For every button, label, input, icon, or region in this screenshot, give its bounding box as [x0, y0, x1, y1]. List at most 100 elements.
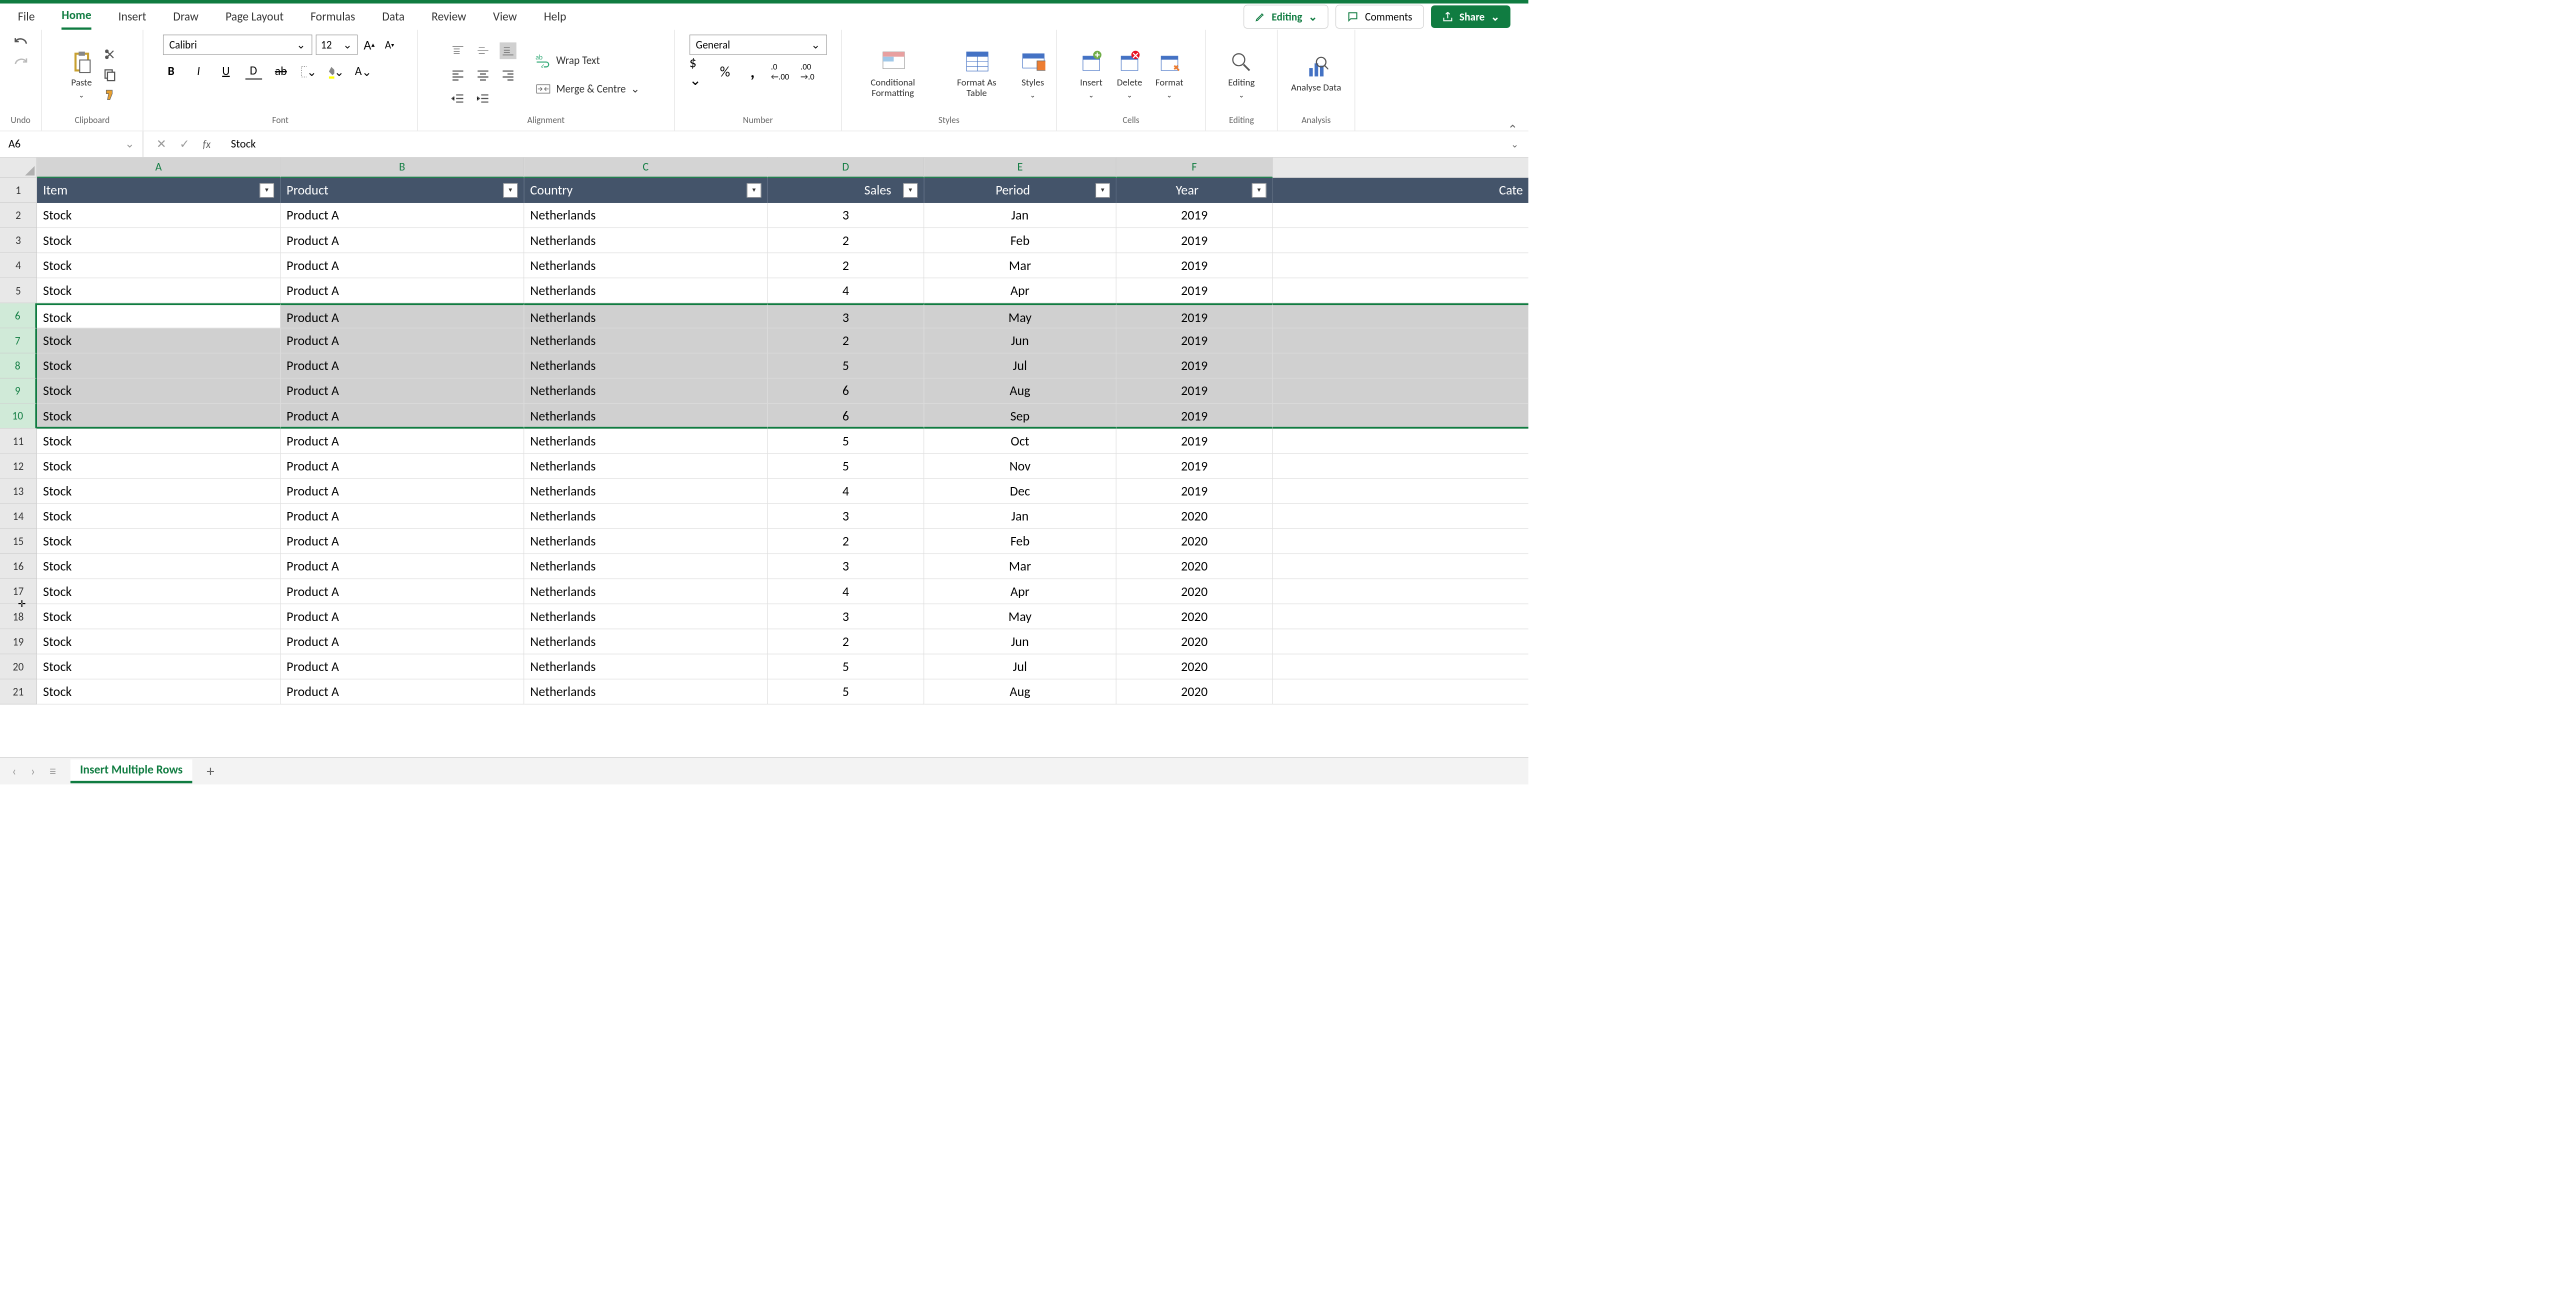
cut-button[interactable] — [101, 46, 118, 63]
cell[interactable]: 4 — [768, 278, 924, 303]
column-header[interactable] — [1273, 158, 1529, 178]
cell[interactable]: Stock — [37, 504, 281, 529]
cell[interactable]: Stock — [37, 378, 281, 403]
cell[interactable]: Product A — [281, 554, 525, 579]
cell[interactable]: Stock — [37, 429, 281, 454]
table-header-cell[interactable]: Year▾ — [1116, 178, 1272, 203]
delete-cells-button[interactable]: Delete ⌄ — [1115, 47, 1145, 102]
cell[interactable]: Stock — [37, 404, 281, 429]
cell[interactable]: Product A — [281, 328, 525, 353]
column-header[interactable]: D — [768, 158, 924, 178]
cell[interactable]: 2019 — [1116, 328, 1272, 353]
cell[interactable]: 2019 — [1116, 203, 1272, 228]
tab-draw[interactable]: Draw — [173, 5, 198, 29]
cell[interactable]: 2 — [768, 328, 924, 353]
cell[interactable]: Mar — [924, 253, 1116, 278]
expand-formula-bar-button[interactable]: ⌄ — [1501, 138, 1528, 150]
fx-icon[interactable]: fx — [203, 138, 211, 151]
cell[interactable]: 2019 — [1116, 479, 1272, 504]
row-header[interactable]: 8 — [0, 353, 37, 378]
cell[interactable]: Stock — [37, 454, 281, 479]
cell[interactable]: Netherlands — [524, 454, 768, 479]
filter-button[interactable]: ▾ — [1252, 183, 1266, 197]
cell[interactable]: 3 — [768, 203, 924, 228]
cell[interactable]: Netherlands — [524, 629, 768, 654]
cell[interactable]: 2019 — [1116, 353, 1272, 378]
cell[interactable]: Netherlands — [524, 303, 768, 328]
table-header-cell[interactable]: Period▾ — [924, 178, 1116, 203]
cell[interactable]: Stock — [37, 579, 281, 604]
font-color-button[interactable]: A⌄ — [355, 63, 372, 80]
cell[interactable] — [1273, 579, 1529, 604]
cell[interactable]: Jun — [924, 629, 1116, 654]
increase-font-button[interactable]: A▴ — [361, 36, 378, 53]
cell[interactable]: Netherlands — [524, 404, 768, 429]
cell[interactable] — [1273, 404, 1529, 429]
cell[interactable]: 2019 — [1116, 253, 1272, 278]
cell[interactable]: Jan — [924, 203, 1116, 228]
insert-cells-button[interactable]: Insert ⌄ — [1076, 47, 1106, 102]
tab-page-layout[interactable]: Page Layout — [225, 5, 283, 29]
table-header-cell[interactable]: Item▾ — [37, 178, 281, 203]
cell[interactable] — [1273, 454, 1529, 479]
strikethrough-button[interactable]: ab — [273, 63, 290, 80]
cell[interactable]: Product A — [281, 679, 525, 704]
merge-centre-button[interactable]: Merge & Centre ⌄ — [533, 79, 642, 99]
decrease-font-button[interactable]: A▾ — [381, 36, 398, 53]
cell[interactable] — [1273, 504, 1529, 529]
row-header[interactable]: 15 — [0, 529, 37, 554]
cell[interactable]: Product A — [281, 228, 525, 253]
cell[interactable]: Oct — [924, 429, 1116, 454]
cell[interactable]: 2019 — [1116, 454, 1272, 479]
cell[interactable]: Stock — [37, 629, 281, 654]
font-name-select[interactable]: Calibri⌄ — [163, 35, 312, 55]
cell[interactable]: 2019 — [1116, 404, 1272, 429]
tab-review[interactable]: Review — [431, 5, 466, 29]
analyse-data-button[interactable]: Analyse Data — [1289, 53, 1344, 96]
column-header[interactable]: E — [924, 158, 1116, 178]
cell[interactable] — [1273, 604, 1529, 629]
cell[interactable]: 2020 — [1116, 679, 1272, 704]
cell[interactable]: 6 — [768, 404, 924, 429]
cell[interactable]: 2019 — [1116, 378, 1272, 403]
formula-input[interactable]: Stock — [224, 137, 1501, 151]
row-header[interactable]: 1 — [0, 178, 37, 203]
filter-button[interactable]: ▾ — [503, 183, 517, 197]
cell[interactable]: Stock — [37, 228, 281, 253]
tab-file[interactable]: File — [18, 5, 35, 29]
cell[interactable]: Product A — [281, 654, 525, 679]
cell[interactable] — [1273, 303, 1529, 328]
align-center-button[interactable] — [475, 66, 492, 83]
cell[interactable] — [1273, 554, 1529, 579]
cell[interactable]: Netherlands — [524, 654, 768, 679]
cell[interactable]: 2020 — [1116, 579, 1272, 604]
row-header[interactable]: 7 — [0, 328, 37, 353]
cell[interactable]: Netherlands — [524, 228, 768, 253]
cell[interactable]: Stock — [37, 654, 281, 679]
double-underline-button[interactable]: D — [245, 63, 262, 80]
cell[interactable]: Product A — [281, 353, 525, 378]
tab-view[interactable]: View — [493, 5, 517, 29]
conditional-formatting-button[interactable]: Conditional Formatting — [850, 48, 935, 101]
cell[interactable] — [1273, 654, 1529, 679]
name-box[interactable]: A6 ⌄ — [0, 131, 143, 157]
cell[interactable] — [1273, 479, 1529, 504]
cell[interactable]: Netherlands — [524, 529, 768, 554]
select-all-corner[interactable] — [0, 158, 37, 178]
tab-home[interactable]: Home — [62, 4, 92, 30]
row-header[interactable]: 3 — [0, 228, 37, 253]
cell[interactable]: Netherlands — [524, 203, 768, 228]
cell[interactable]: Product A — [281, 454, 525, 479]
row-header[interactable]: 2 — [0, 203, 37, 228]
cell[interactable] — [1273, 378, 1529, 403]
copy-button[interactable] — [101, 66, 118, 83]
cell[interactable]: 2020 — [1116, 654, 1272, 679]
format-cells-button[interactable]: Format ⌄ — [1153, 47, 1186, 102]
cell[interactable]: Jul — [924, 654, 1116, 679]
table-header-cell[interactable]: Cate — [1273, 178, 1529, 203]
cell[interactable]: Stock — [37, 303, 281, 328]
cell-styles-button[interactable]: Styles ⌄ — [1018, 47, 1048, 102]
cell[interactable]: Product A — [281, 629, 525, 654]
increase-indent-button[interactable] — [475, 90, 492, 107]
cell[interactable]: Stock — [37, 253, 281, 278]
